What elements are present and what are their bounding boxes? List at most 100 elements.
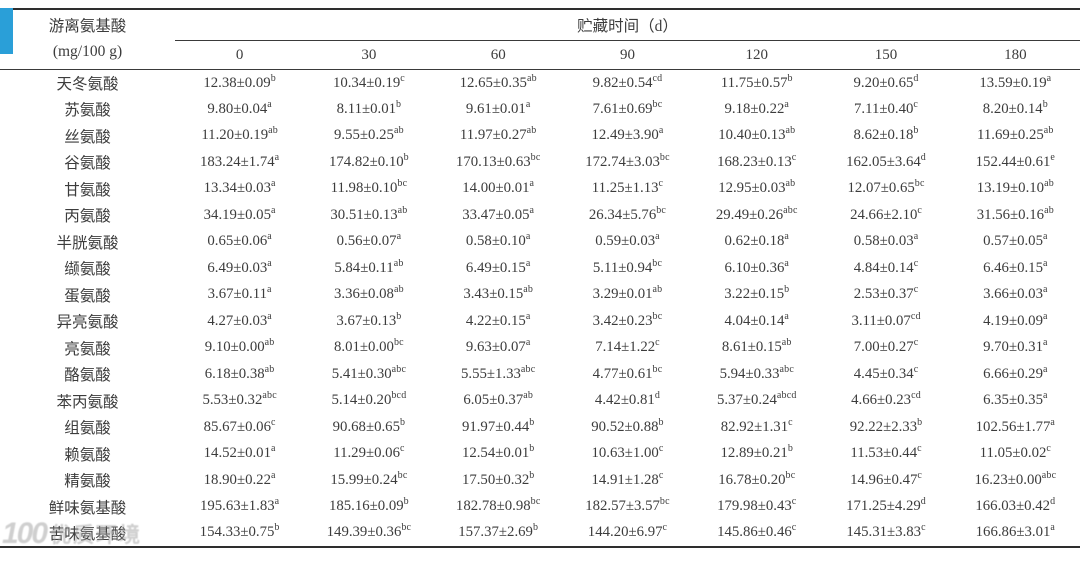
significance-letter: a xyxy=(525,98,531,110)
cell-value: 4.66±0.23cd xyxy=(851,390,921,409)
significance-letter: b xyxy=(917,416,923,428)
significance-letter: ab xyxy=(397,204,408,216)
table-row: 苏氨酸 9.80±0.04a 8.11±0.01b 9.61±0.01a 7.61±0.… xyxy=(0,96,1080,123)
table-row: 苦味氨基酸 154.33±0.75b 149.39±0.36bc 157.37±2.6… xyxy=(0,520,1080,547)
significance-letter: b xyxy=(787,72,793,84)
table-header: 游离氨基酸 (mg/100 g) 贮藏时间（d） 0 30 60 90 120 150 18… xyxy=(0,9,1080,70)
cell-value: 172.74±3.03bc xyxy=(585,151,670,170)
cell-value: 91.97±0.44b xyxy=(461,416,535,435)
cell-value: 166.03±0.42d xyxy=(975,496,1056,515)
cell-value: 11.97±0.27ab xyxy=(459,125,537,144)
significance-letter: b xyxy=(532,522,539,534)
cell-value: 9.82±0.54cd xyxy=(592,72,663,91)
significance-letter: c xyxy=(913,284,919,296)
column-header: 30 xyxy=(304,40,434,70)
significance-letter: a xyxy=(525,231,531,243)
significance-letter: a xyxy=(1042,284,1048,296)
cell-value: 9.10±0.00ab xyxy=(204,337,275,356)
cell-value: 9.80±0.04a xyxy=(207,98,272,117)
cell-value: 8.11±0.01b xyxy=(336,98,402,117)
cell-value: 90.68±0.65b xyxy=(332,416,406,435)
table-row: 缬氨酸 6.49±0.03a 5.84±0.11ab 6.49±0.15a 5.11±0… xyxy=(0,255,1080,282)
row-label: 苯丙氨酸 xyxy=(56,393,119,411)
cell-value: 6.18±0.38ab xyxy=(204,363,275,382)
significance-letter: ab xyxy=(526,72,537,84)
cell-value: 18.90±0.22a xyxy=(203,469,276,488)
significance-letter: abc xyxy=(391,363,407,375)
cell-value: 4.45±0.34c xyxy=(853,363,919,382)
cell-value: 9.61±0.01a xyxy=(465,98,531,117)
significance-letter: d xyxy=(920,151,926,163)
cell-value: 0.58±0.03a xyxy=(853,231,919,250)
cell-value: 4.19±0.09a xyxy=(983,310,1048,329)
cell-value: 168.23±0.13c xyxy=(717,151,797,170)
cell-value: 8.62±0.18b xyxy=(853,125,919,144)
cell-value: 4.22±0.15a xyxy=(465,310,531,329)
significance-letter: a xyxy=(1042,390,1048,402)
cell-value: 14.52±0.01a xyxy=(203,443,276,462)
significance-letter: c xyxy=(791,522,797,534)
significance-letter: a xyxy=(267,310,272,322)
significance-letter: abc xyxy=(520,363,536,375)
cell-value: 5.53±0.32abc xyxy=(202,390,277,409)
table-row: 谷氨酸 183.24±1.74a 174.82±0.10b 170.13±0.63bc… xyxy=(0,149,1080,176)
cell-value: 82.92±1.31c xyxy=(720,416,793,435)
row-label: 苦味氨基酸 xyxy=(48,525,127,543)
column-header: 180 xyxy=(950,40,1080,70)
significance-letter: c xyxy=(399,443,405,455)
cell-value: 11.29±0.06c xyxy=(333,443,405,462)
cell-value: 4.27±0.03a xyxy=(207,310,272,329)
significance-letter: a xyxy=(267,284,272,296)
significance-letter: abcd xyxy=(776,390,797,402)
cell-value: 162.05±3.64d xyxy=(846,151,926,170)
cell-value: 3.29±0.01ab xyxy=(592,284,663,303)
significance-letter: b xyxy=(396,98,402,110)
cell-value: 8.01±0.00bc xyxy=(334,337,404,356)
cell-value: 0.65±0.06a xyxy=(207,231,272,250)
significance-letter: a xyxy=(1042,257,1048,269)
table-row: 赖氨酸 14.52±0.01a 11.29±0.06c 12.54±0.01b 10.6… xyxy=(0,441,1080,468)
cell-value: 166.86±3.01a xyxy=(975,522,1056,541)
cell-value: 16.23±0.00abc xyxy=(974,469,1057,488)
table-row: 亮氨酸 9.10±0.00ab 8.01±0.00bc 9.63±0.07a 7.14±… xyxy=(0,335,1080,362)
column-header-row: 0 30 60 90 120 150 180 xyxy=(0,40,1080,70)
significance-letter: ab xyxy=(523,390,534,402)
significance-letter: b xyxy=(787,443,794,455)
row-group-header: 游离氨基酸 (mg/100 g) xyxy=(0,9,175,70)
significance-letter: bc xyxy=(397,469,408,481)
cell-value: 34.19±0.05a xyxy=(203,204,276,223)
significance-letter: a xyxy=(1042,310,1048,322)
significance-letter: c xyxy=(917,204,923,216)
significance-letter: cd xyxy=(911,390,921,402)
row-label: 半胱氨酸 xyxy=(56,234,119,252)
significance-letter: b xyxy=(274,522,280,534)
significance-letter: a xyxy=(1042,231,1048,243)
row-label: 谷氨酸 xyxy=(64,155,111,173)
table-row: 半胱氨酸 0.65±0.06a 0.56±0.07a 0.58±0.10a 0.59±0… xyxy=(0,229,1080,256)
row-group-label-line1: 游离氨基酸 xyxy=(48,18,127,36)
significance-letter: a xyxy=(655,231,660,243)
cell-value: 12.95±0.03ab xyxy=(718,178,796,197)
cell-value: 26.34±5.76bc xyxy=(588,204,667,223)
cell-value: 9.70±0.31a xyxy=(983,337,1048,356)
significance-letter: c xyxy=(658,469,664,481)
significance-letter: abc xyxy=(262,390,277,402)
significance-letter: c xyxy=(791,151,797,163)
significance-letter: c xyxy=(913,98,919,110)
cell-value: 11.20±0.19ab xyxy=(201,125,278,144)
cell-value: 3.67±0.13b xyxy=(336,310,402,329)
cell-value: 7.14±1.22c xyxy=(595,337,660,356)
row-label: 蛋氨酸 xyxy=(64,287,111,305)
cell-value: 3.11±0.07cd xyxy=(851,310,921,329)
significance-letter: c xyxy=(917,443,922,455)
significance-letter: a xyxy=(270,204,276,216)
significance-letter: a xyxy=(784,98,790,110)
cell-value: 6.10±0.36a xyxy=(724,257,790,276)
cell-value: 4.42±0.81d xyxy=(594,390,661,409)
cell-value: 0.62±0.18a xyxy=(724,231,790,250)
cell-value: 10.63±1.00c xyxy=(591,443,664,462)
cell-value: 11.53±0.44c xyxy=(850,443,922,462)
cell-value: 13.34±0.03a xyxy=(203,178,276,197)
cell-value: 3.42±0.23bc xyxy=(592,310,663,329)
cell-value: 7.00±0.27c xyxy=(853,337,919,356)
